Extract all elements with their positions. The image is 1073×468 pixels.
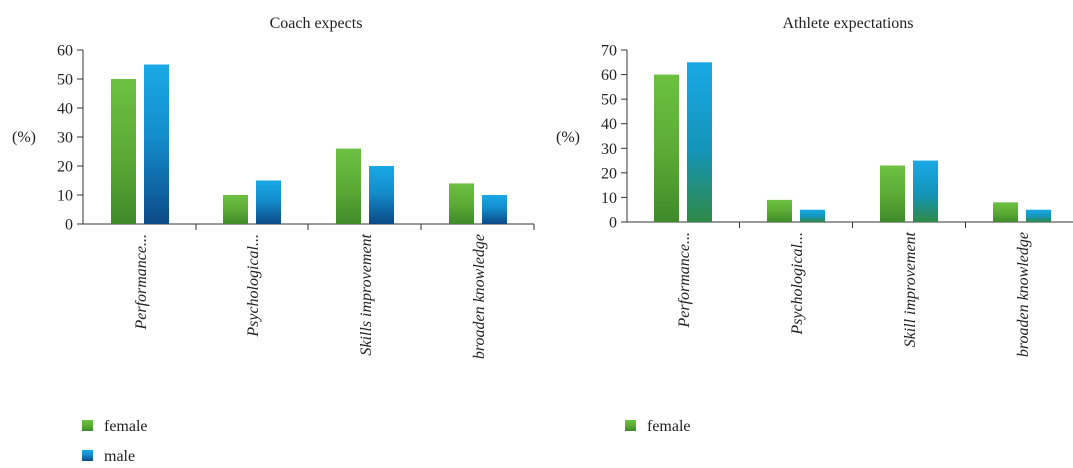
bar-female-3 [449, 183, 474, 224]
y-tick-label: 50 [57, 72, 73, 89]
bar-series-1-3 [1026, 209, 1051, 222]
y-tick-label: 10 [601, 190, 617, 207]
bar-male-2 [369, 166, 394, 224]
bar-male-1 [256, 180, 281, 224]
bar-series-1-2 [913, 160, 938, 222]
bar-series-0-0 [654, 74, 679, 222]
y-tick-label: 30 [601, 141, 617, 158]
legend-swatch-female [625, 420, 636, 431]
y-tick-label: 20 [601, 165, 617, 182]
legend-label-female: female [104, 418, 148, 435]
legend-label-male: male [104, 448, 135, 465]
x-tick-labels: Performance... Psychological... Skills imp… [133, 233, 488, 359]
bar-female-2 [336, 148, 361, 224]
bars [111, 64, 507, 224]
chart-athlete-expectations: Athlete expectations (%) 0 10 20 30 40 50 60 70… [556, 15, 1073, 435]
y-tick-label: 0 [609, 215, 617, 232]
bar-female-0 [111, 79, 136, 224]
y-axis-label: (%) [556, 129, 580, 146]
x-tick-label: Psychological... [789, 232, 806, 336]
y-tick-label: 0 [65, 217, 73, 234]
x-tick-label: Skills improvement [358, 233, 375, 355]
y-tick-label: 40 [57, 101, 73, 118]
x-tick-label: Skill improvement [902, 231, 919, 347]
y-tick-label: 40 [601, 116, 617, 133]
chart-coach-expects: Coach expects (%) 0 10 20 30 40 50 60 Performa… [12, 15, 535, 465]
x-tick-label: Performance... [676, 232, 693, 329]
y-tick-label: 20 [57, 159, 73, 176]
bar-series-1-0 [687, 62, 712, 223]
x-tick-labels: Performance... Psychological... Skill impr… [676, 231, 1032, 357]
y-tick-label: 70 [601, 43, 617, 60]
bar-series-1-1 [800, 209, 825, 222]
x-tick-label: Psychological... [245, 234, 262, 338]
legend-label-female: female [647, 418, 691, 435]
bar-male-0 [144, 64, 169, 224]
y-axis-label: (%) [12, 129, 36, 146]
y-tick-label: 50 [601, 92, 617, 109]
chart-title: Coach expects [270, 15, 363, 32]
y-tick-label: 60 [601, 67, 617, 84]
bar-female-1 [223, 195, 248, 224]
legend-swatch-male [82, 450, 93, 461]
x-tick-label: broaden knowledge [1015, 232, 1032, 357]
x-tick-label: broaden knowledge [471, 234, 488, 359]
bars [654, 62, 1051, 223]
y-tick-label: 60 [57, 43, 73, 60]
legend: female [625, 418, 691, 435]
bar-series-0-3 [993, 202, 1018, 222]
legend: female male [82, 418, 148, 465]
x-tick-label: Performance... [133, 234, 150, 331]
bar-series-0-2 [880, 165, 905, 222]
bar-male-3 [482, 195, 507, 224]
chart-title: Athlete expectations [782, 15, 913, 32]
bar-series-0-1 [767, 199, 792, 222]
legend-swatch-female [82, 420, 93, 431]
y-tick-label: 10 [57, 188, 73, 205]
y-tick-label: 30 [57, 130, 73, 147]
